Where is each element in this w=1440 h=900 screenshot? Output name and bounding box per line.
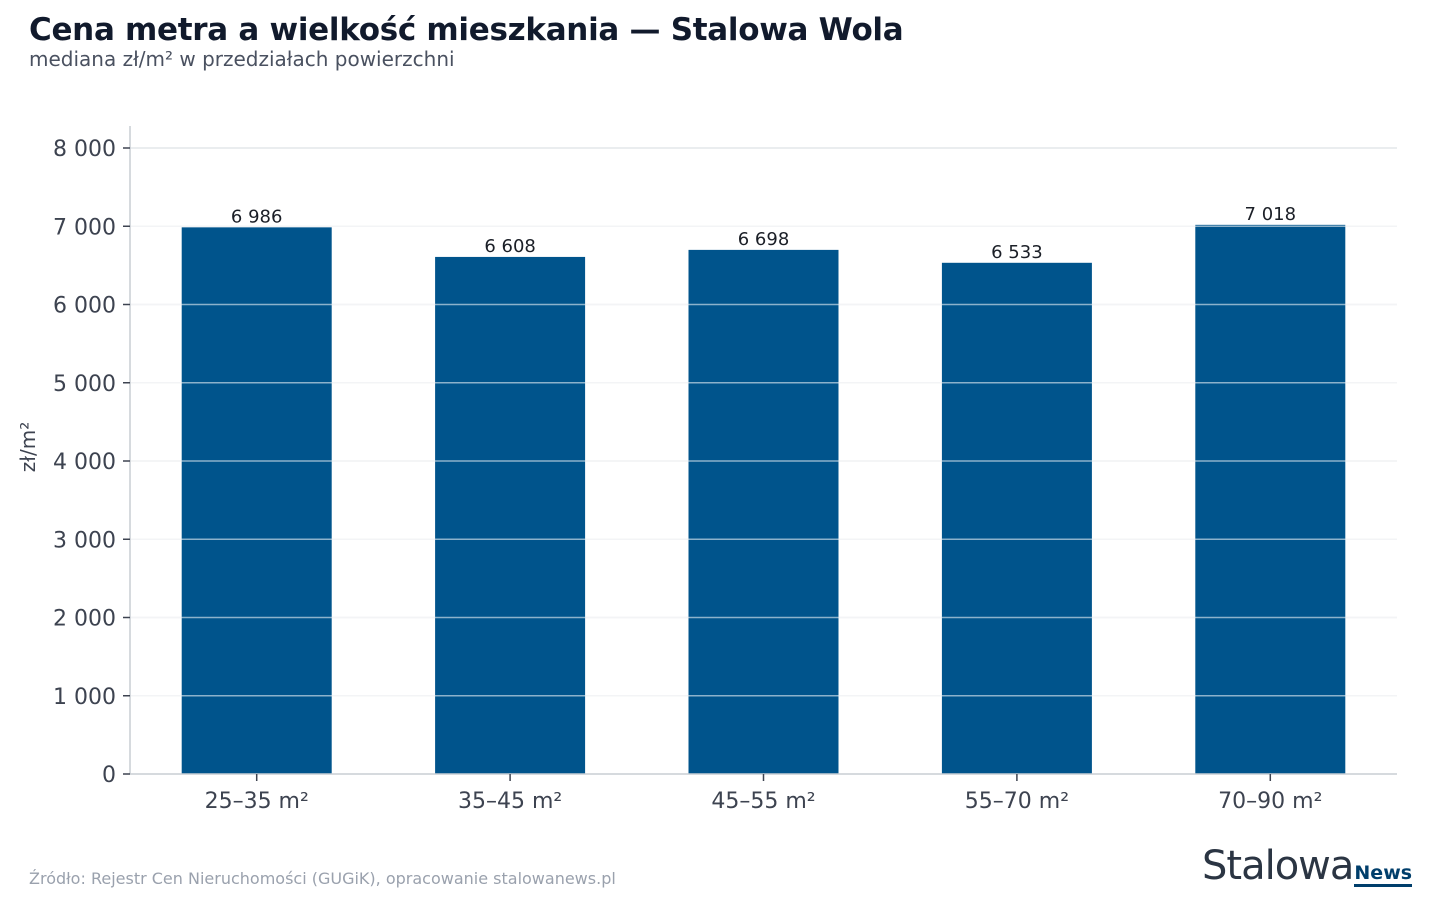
- y-tick-label: 2 000: [53, 607, 116, 632]
- logo-accent-text: News: [1354, 862, 1413, 887]
- bar: [941, 262, 1092, 774]
- data-label: 6 608: [484, 236, 536, 257]
- y-tick-label: 3 000: [53, 528, 116, 553]
- source-note: Źródło: Rejestr Cen Nieruchomości (GUGiK…: [29, 869, 616, 888]
- logo-main-text: Stalowa: [1202, 843, 1354, 889]
- x-tick-label: 55–70 m²: [965, 789, 1069, 814]
- data-label: 7 018: [1245, 204, 1297, 225]
- bar: [688, 249, 839, 775]
- y-tick-label: 5 000: [53, 372, 116, 397]
- brand-logo: StalowaNews: [1202, 843, 1413, 893]
- bar: [1195, 224, 1346, 775]
- data-label: 6 698: [738, 229, 790, 250]
- data-label: 6 533: [991, 242, 1043, 263]
- y-tick-label: 6 000: [53, 294, 116, 319]
- chart-title: Cena metra a wielkość mieszkania — Stalo…: [29, 12, 904, 48]
- y-tick-label: 1 000: [53, 685, 116, 710]
- y-tick-label: 8 000: [53, 137, 116, 162]
- chart-subtitle: mediana zł/m² w przedziałach powierzchni: [29, 47, 455, 71]
- y-tick-label: 7 000: [53, 215, 116, 240]
- y-tick-label: 0: [102, 763, 116, 788]
- y-tick-label: 4 000: [53, 450, 116, 475]
- y-axis-label: zł/m²: [16, 422, 40, 472]
- bar: [181, 227, 332, 774]
- data-label: 6 986: [231, 206, 283, 227]
- x-tick-label: 45–55 m²: [711, 789, 815, 814]
- x-tick-label: 25–35 m²: [205, 789, 309, 814]
- x-tick-label: 70–90 m²: [1218, 789, 1322, 814]
- bar: [435, 256, 586, 774]
- x-tick-label: 35–45 m²: [458, 789, 562, 814]
